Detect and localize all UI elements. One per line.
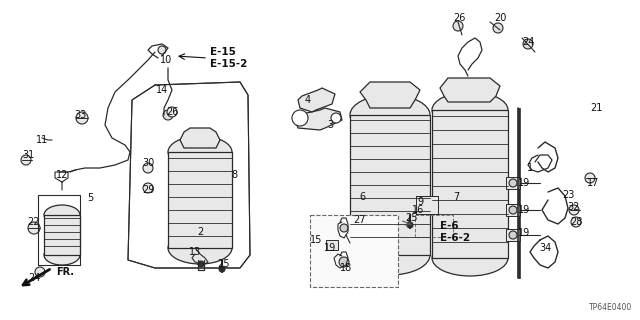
Text: 12: 12 — [56, 170, 68, 180]
Circle shape — [493, 23, 503, 33]
Ellipse shape — [432, 240, 508, 276]
Bar — [506, 204, 520, 216]
Text: E-6
E-6-2: E-6 E-6-2 — [440, 221, 470, 243]
Circle shape — [509, 231, 517, 239]
Circle shape — [571, 217, 581, 227]
Circle shape — [569, 205, 579, 215]
Text: 6: 6 — [359, 192, 365, 202]
Ellipse shape — [350, 95, 430, 135]
Text: 3: 3 — [327, 120, 333, 130]
Text: TP64E0400: TP64E0400 — [589, 303, 632, 312]
Text: 33: 33 — [74, 110, 86, 120]
Bar — [518, 108, 520, 278]
Text: 1: 1 — [527, 163, 533, 173]
Circle shape — [163, 110, 173, 120]
Text: 28: 28 — [570, 217, 582, 227]
Ellipse shape — [44, 205, 80, 225]
Circle shape — [523, 39, 533, 49]
Bar — [168, 152, 232, 248]
Polygon shape — [298, 88, 335, 112]
Text: 16: 16 — [412, 205, 424, 215]
Text: 22: 22 — [28, 217, 40, 227]
Circle shape — [158, 46, 166, 54]
Text: 27: 27 — [354, 215, 366, 225]
Text: 26: 26 — [166, 107, 178, 117]
Ellipse shape — [432, 92, 508, 128]
Circle shape — [198, 261, 204, 267]
Text: 17: 17 — [587, 178, 599, 188]
Text: 10: 10 — [160, 55, 172, 65]
Text: 26: 26 — [453, 13, 465, 23]
Text: 14: 14 — [156, 85, 168, 95]
Text: 19: 19 — [324, 243, 336, 253]
Text: 4: 4 — [305, 95, 311, 105]
Circle shape — [143, 183, 153, 193]
Circle shape — [21, 155, 31, 165]
Text: 21: 21 — [590, 103, 602, 113]
Text: 19: 19 — [518, 178, 530, 188]
Text: 2: 2 — [197, 227, 203, 237]
Text: 25: 25 — [217, 259, 229, 269]
Ellipse shape — [168, 136, 232, 168]
Circle shape — [585, 173, 595, 183]
Circle shape — [453, 21, 463, 31]
Bar — [506, 177, 520, 189]
Text: 24: 24 — [522, 37, 534, 47]
Text: 11: 11 — [36, 135, 48, 145]
Polygon shape — [295, 108, 342, 130]
Ellipse shape — [350, 235, 430, 275]
Text: 25: 25 — [404, 213, 417, 223]
Circle shape — [292, 110, 308, 126]
Circle shape — [167, 107, 177, 117]
Text: 30: 30 — [142, 158, 154, 168]
Text: 7: 7 — [453, 192, 459, 202]
Text: 5: 5 — [87, 193, 93, 203]
Circle shape — [340, 224, 348, 232]
Text: 8: 8 — [231, 170, 237, 180]
Circle shape — [28, 222, 40, 234]
Polygon shape — [180, 128, 220, 148]
Circle shape — [143, 163, 153, 173]
Text: E-15
E-15-2: E-15 E-15-2 — [210, 47, 248, 69]
Bar — [326, 240, 338, 250]
Text: 20: 20 — [494, 13, 506, 23]
Bar — [416, 196, 438, 214]
Circle shape — [76, 112, 88, 124]
Text: 19: 19 — [518, 205, 530, 215]
Circle shape — [331, 113, 341, 123]
Text: 29: 29 — [142, 185, 154, 195]
Circle shape — [339, 257, 349, 267]
Text: 18: 18 — [340, 263, 352, 273]
Text: 32: 32 — [568, 202, 580, 212]
Bar — [432, 110, 508, 258]
Circle shape — [509, 206, 517, 214]
Text: 23: 23 — [562, 190, 574, 200]
Ellipse shape — [44, 245, 80, 265]
Polygon shape — [360, 82, 420, 108]
Text: 9: 9 — [417, 197, 423, 207]
Circle shape — [35, 267, 45, 277]
Circle shape — [219, 266, 225, 272]
Text: 13: 13 — [189, 247, 201, 257]
Text: FR.: FR. — [56, 267, 74, 277]
Bar — [310, 215, 398, 287]
Polygon shape — [440, 78, 500, 102]
Circle shape — [407, 222, 413, 228]
Bar — [44, 215, 80, 255]
Bar — [506, 229, 520, 241]
Text: 34: 34 — [539, 243, 551, 253]
Ellipse shape — [168, 232, 232, 264]
Text: 31: 31 — [22, 150, 34, 160]
Text: 19: 19 — [518, 228, 530, 238]
Circle shape — [509, 179, 517, 187]
Text: 24: 24 — [28, 273, 40, 283]
Bar — [350, 115, 430, 255]
Text: 15: 15 — [310, 235, 322, 245]
Bar — [415, 215, 453, 237]
